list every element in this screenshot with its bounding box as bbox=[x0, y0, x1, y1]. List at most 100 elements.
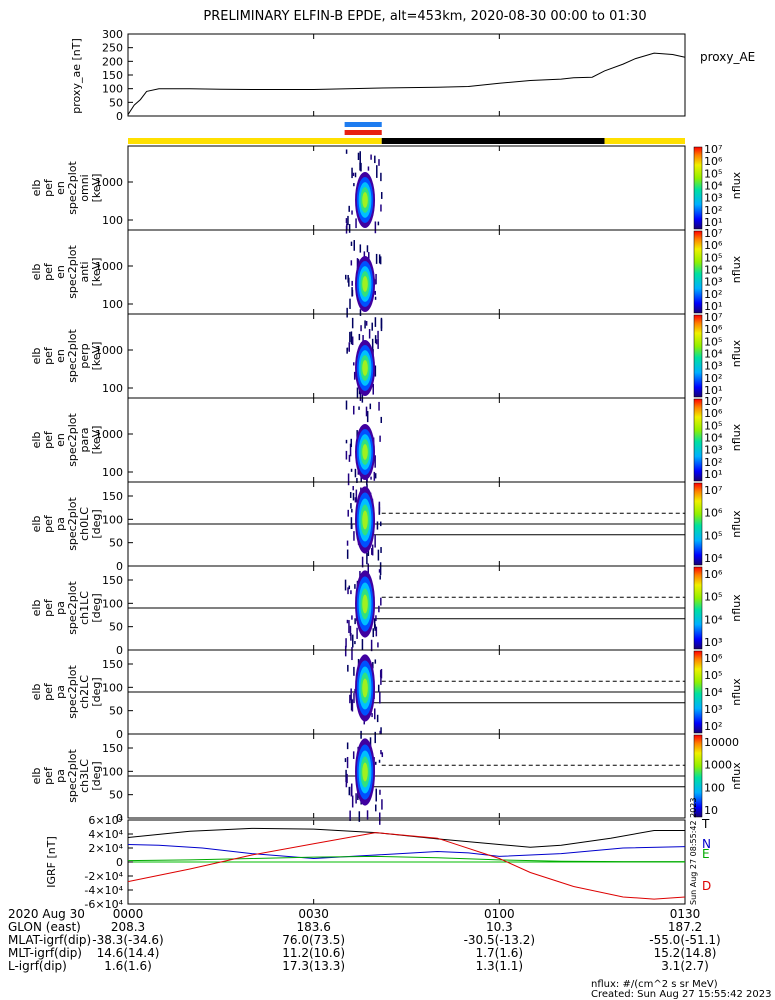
ephemeris-value: 1.6(1.6) bbox=[104, 959, 152, 973]
spectrogram-ylabel: omni bbox=[78, 174, 91, 201]
spectrogram-ylabel: spec2plot bbox=[66, 665, 79, 719]
spectrum-pixel bbox=[371, 338, 374, 352]
spectrum-pixel bbox=[351, 699, 354, 712]
spectrogram-ylabel: elb bbox=[30, 264, 43, 281]
spectrum-pixel bbox=[366, 552, 368, 565]
pitch-ytick-label: 0 bbox=[116, 728, 123, 741]
colorbar-tick-label: 10⁶ bbox=[704, 407, 723, 420]
colorbar bbox=[693, 398, 703, 482]
colorbar-tick-label: 10⁴ bbox=[704, 686, 723, 699]
colorbar-tick-label: 10⁶ bbox=[704, 323, 723, 336]
proxy-ae-ylabel: proxy_ae [nT] bbox=[70, 38, 83, 113]
spectrum-pixel bbox=[374, 473, 377, 479]
spectrogram-panel: elb pef pa spec2plot ch3LC [deg] 0 50 100 150 10 10… bbox=[30, 733, 743, 825]
spectrum-pixel bbox=[380, 192, 383, 199]
spectrum-pixel bbox=[358, 333, 361, 341]
colorbar-tick-label: 10⁴ bbox=[704, 552, 723, 565]
spectrum-pixel bbox=[356, 478, 358, 483]
spectrum-pixel bbox=[361, 639, 364, 651]
spectrogram-ylabel: para bbox=[78, 428, 91, 453]
spectrum-pixel bbox=[350, 517, 353, 530]
spectrum-pixel bbox=[378, 501, 381, 512]
spectrogram-ylabel: pef bbox=[42, 262, 55, 281]
spectrum-pixel bbox=[378, 759, 381, 763]
spectrum-pixel bbox=[357, 259, 360, 265]
spectrum-pixel bbox=[354, 584, 356, 589]
spectrogram-ylabel: pef bbox=[42, 346, 55, 365]
colorbar-tick-label: 10⁶ bbox=[704, 239, 723, 252]
pitch-ytick-label: 100 bbox=[102, 513, 123, 526]
colorbar-label: nflux bbox=[730, 678, 743, 706]
spectrogram-ylabel: pef bbox=[42, 766, 55, 785]
proxy-ae-ytick-label: 150 bbox=[102, 69, 123, 82]
proxy-ae-line bbox=[127, 52, 686, 115]
proxy-ae-ytick-label: 200 bbox=[102, 55, 123, 68]
spectrogram-frame bbox=[127, 313, 686, 399]
spectrum-pixel bbox=[349, 331, 351, 343]
colorbar-tick-label: 10⁷ bbox=[704, 227, 722, 240]
pitch-ytick-label: 50 bbox=[109, 537, 123, 550]
spectrum-pixel bbox=[375, 788, 377, 802]
spectrum-pixel bbox=[368, 329, 371, 339]
ephemeris-row-label: GLON (east) bbox=[8, 920, 81, 934]
spectrum-pixel bbox=[350, 503, 352, 509]
proxy-ae-ytick-label: 0 bbox=[116, 110, 123, 123]
spectrogram-ylabel: ch0LC bbox=[78, 507, 91, 541]
proxy-ae-legend: proxy_AE bbox=[700, 50, 755, 64]
proxy-ae-ytick-label: 300 bbox=[102, 28, 123, 41]
spectrum-pixel bbox=[351, 647, 353, 661]
spectrogram-ylabel: ch2LC bbox=[78, 675, 91, 709]
spectrum-pixel bbox=[344, 645, 347, 657]
spectrum-pixel bbox=[374, 534, 376, 548]
spectrogram-ylabel: en bbox=[54, 181, 67, 195]
igrf-ytick-label: 0 bbox=[116, 856, 123, 869]
spectrogram-ylabel: elb bbox=[30, 348, 43, 365]
proxy-ae-ytick-label: 250 bbox=[102, 42, 123, 55]
colorbar-tick-label: 10⁴ bbox=[704, 613, 723, 626]
spectrogram-ylabel: pef bbox=[42, 430, 55, 449]
spectrum-pixel bbox=[346, 347, 348, 354]
date-label: 2020 Aug 30 bbox=[8, 907, 85, 921]
spectrum-flux bbox=[362, 360, 368, 376]
colorbar-tick-label: 10⁶ bbox=[704, 155, 723, 168]
colorbar-tick-label: 10⁴ bbox=[704, 180, 723, 193]
colorbar-tick-label: 10² bbox=[704, 204, 722, 217]
spectrum-pixel bbox=[380, 416, 383, 423]
spectrum-pixel bbox=[346, 756, 349, 769]
spectrum-pixel bbox=[368, 252, 370, 263]
spectrogram-ylabel: pa bbox=[54, 769, 67, 783]
spectrum-pixel bbox=[348, 277, 350, 287]
colorbar-tick-label: 10⁵ bbox=[704, 419, 722, 432]
spectrogram-ylabel: [deg] bbox=[90, 761, 103, 790]
spectrum-pixel bbox=[375, 626, 378, 637]
colorbar-tick-label: 10⁴ bbox=[704, 432, 723, 445]
ephemeris-value: -38.3(-34.6) bbox=[92, 933, 163, 947]
colorbar-label: nflux bbox=[730, 171, 743, 199]
colorbar-label: nflux bbox=[730, 255, 743, 283]
colorbar-tick-label: 10⁴ bbox=[704, 264, 723, 277]
colorbar-label: nflux bbox=[730, 594, 743, 622]
colorbar-tick-label: 10⁴ bbox=[704, 348, 723, 361]
spectrum-pixel bbox=[366, 245, 369, 253]
spectrogram-ylabel: elb bbox=[30, 768, 43, 785]
spectrogram-ylabel: [keV] bbox=[90, 174, 103, 203]
spectrum-pixel bbox=[353, 240, 356, 251]
colorbar-tick-label: 10⁵ bbox=[704, 335, 722, 348]
spectra-panels: elb pef en spec2plot omni [keV]100100010¹10²1… bbox=[30, 143, 743, 825]
igrf-legend-E: E bbox=[702, 847, 710, 861]
spectrum-pixel bbox=[380, 547, 382, 553]
spectrum-flux bbox=[362, 762, 368, 782]
spectrum-pixel bbox=[378, 569, 381, 573]
spectrogram-ylabel: ch3LC bbox=[78, 759, 91, 793]
spectrogram-ylabel: [keV] bbox=[90, 426, 103, 455]
spectrum-pixel bbox=[351, 280, 353, 286]
spectrum-pixel bbox=[358, 406, 360, 410]
spectrum-pixel bbox=[379, 575, 381, 580]
spectrum-pixel bbox=[371, 544, 374, 556]
spectrum-pixel bbox=[350, 331, 353, 345]
state-bar-segment bbox=[128, 138, 382, 144]
